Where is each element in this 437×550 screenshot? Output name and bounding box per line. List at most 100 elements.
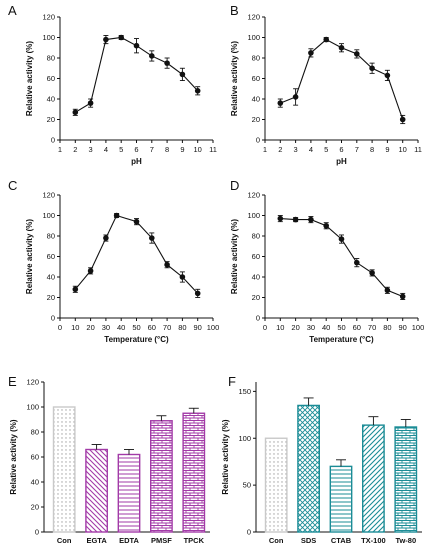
bar-pmsf [150, 420, 173, 533]
y-tick-label: 60 [252, 252, 260, 261]
panel-letter: F [228, 374, 236, 389]
x-tick-label: 1 [263, 145, 267, 154]
data-point [354, 51, 360, 57]
data-point [338, 44, 345, 51]
y-axis-title: Relative activity (%) [230, 219, 239, 294]
error-bar [400, 419, 411, 427]
error-bar [368, 416, 379, 426]
x-tick-label: 100 [412, 323, 425, 332]
y-tick-label: 0 [51, 314, 55, 323]
data-point [72, 286, 79, 293]
x-axis-title: Temperature (°C) [309, 335, 374, 344]
x-tick-label: 5 [119, 145, 123, 154]
y-tick-label: 100 [26, 403, 39, 412]
y-tick-label: 60 [47, 252, 55, 261]
x-tick-label: 50 [337, 323, 345, 332]
x-tick-label: 90 [399, 323, 407, 332]
category-label: EDTA [119, 536, 139, 545]
error-bar [303, 397, 314, 406]
y-axis-title: Relative activity (%) [221, 419, 230, 494]
y-tick-label: 100 [42, 33, 55, 42]
panel-letter: A [8, 3, 17, 18]
y-tick-label: 0 [51, 136, 55, 145]
error-bar [91, 444, 102, 450]
x-tick-label: 4 [104, 145, 108, 154]
panel-c-temperature-activity-chart: C 0 20 40 60 80 100 120 Relative activity (%) 0 10… [8, 178, 219, 344]
x-tick-label: 60 [148, 323, 156, 332]
category-label: TX-100 [361, 536, 386, 545]
x-tick-label: 9 [385, 145, 389, 154]
y-tick-label: 80 [47, 232, 55, 241]
x-tick-label: 10 [194, 145, 202, 154]
x-tick-label: 40 [117, 323, 125, 332]
x-tick-label: 9 [180, 145, 184, 154]
y-tick-label: 120 [247, 13, 260, 22]
x-axis-title: pH [131, 157, 142, 166]
data-point [277, 100, 284, 106]
data-point [87, 100, 94, 106]
x-tick-label: 4 [309, 145, 313, 154]
data-point [384, 72, 391, 79]
bar-egta [85, 448, 108, 533]
x-tick-label: 2 [278, 145, 282, 154]
x-tick-label: 30 [307, 323, 315, 332]
error-bar [336, 459, 346, 467]
bar-sds [297, 404, 320, 533]
y-tick-label: 0 [256, 314, 260, 323]
data-point [113, 212, 120, 219]
x-tick-label: 2 [73, 145, 77, 154]
data-point [118, 34, 124, 41]
data-point [179, 71, 186, 78]
x-tick-label: 7 [355, 145, 359, 154]
x-tick-label: 80 [383, 323, 391, 332]
y-tick-label: 40 [47, 95, 55, 104]
category-label: CTAB [331, 536, 352, 545]
data-point [292, 94, 299, 100]
y-tick-label: 120 [42, 13, 55, 22]
data-point [87, 268, 94, 274]
data-point [308, 50, 314, 56]
category-label: EGTA [86, 536, 107, 545]
error-bar [156, 415, 167, 421]
data-point [179, 274, 186, 280]
x-tick-label: 5 [324, 145, 328, 154]
error-bar [124, 449, 134, 455]
x-tick-label: 8 [165, 145, 169, 154]
x-tick-label: 0 [263, 323, 267, 332]
y-tick-label: 20 [252, 293, 260, 302]
x-tick-label: 70 [368, 323, 376, 332]
category-label: Con [57, 536, 72, 545]
data-point [399, 116, 406, 123]
x-tick-label: 11 [414, 145, 422, 154]
panel-e-inhibitor-bar-chart: E 0 20 40 60 80 100 120 Relative activity (%) Con… [8, 374, 210, 545]
y-tick-label: 40 [252, 273, 260, 282]
y-tick-label: 0 [247, 528, 251, 537]
x-tick-label: 6 [339, 145, 343, 154]
data-point [369, 270, 375, 276]
y-tick-label: 20 [47, 293, 55, 302]
x-tick-label: 50 [132, 323, 140, 332]
x-tick-label: 0 [58, 323, 62, 332]
data-point [323, 36, 330, 43]
category-label: PMSF [151, 536, 172, 545]
x-axis-title: pH [336, 157, 347, 166]
y-tick-label: 100 [247, 211, 260, 220]
x-tick-label: 7 [150, 145, 154, 154]
bar-tpck [182, 412, 206, 533]
x-tick-label: 3 [294, 145, 298, 154]
category-label: SDS [301, 536, 316, 545]
bar-con [52, 406, 76, 533]
y-tick-label: 80 [47, 54, 55, 63]
x-tick-label: 40 [322, 323, 330, 332]
panel-letter: B [230, 3, 239, 18]
data-point [72, 109, 79, 116]
y-tick-label: 0 [35, 528, 39, 537]
panel-letter: E [8, 374, 17, 389]
data-point [133, 42, 140, 49]
y-tick-label: 80 [252, 54, 260, 63]
data-point [103, 36, 109, 43]
x-tick-label: 10 [71, 323, 79, 332]
x-tick-label: 60 [353, 323, 361, 332]
data-point [384, 287, 391, 294]
y-axis-title: Relative activity (%) [230, 41, 239, 116]
